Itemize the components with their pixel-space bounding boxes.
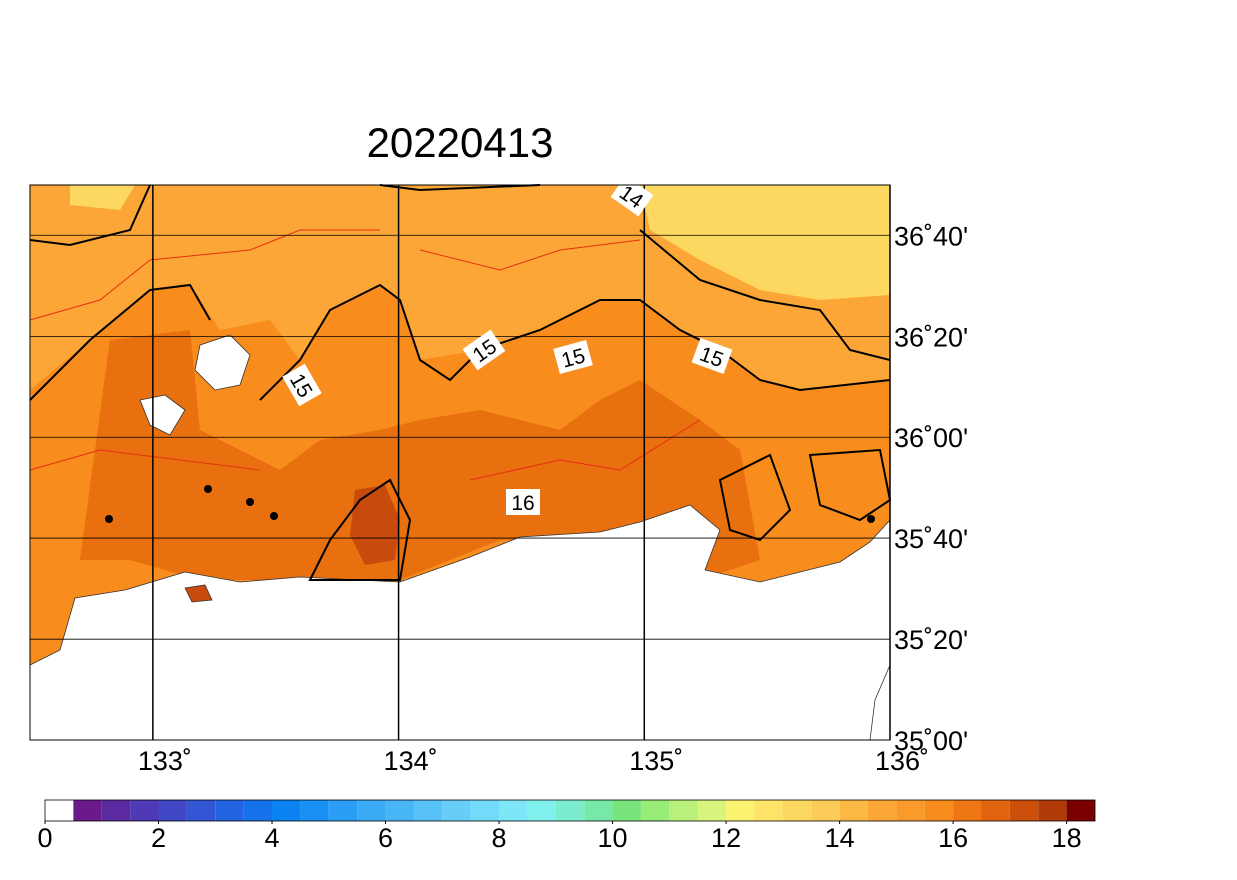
map-title: 20220413 (367, 119, 554, 166)
field-warm (30, 330, 760, 580)
colorbar-box (811, 800, 840, 821)
colorbar-tick-label: 10 (598, 823, 628, 853)
y-tick-label: 36˚20' (894, 322, 968, 352)
field-light (560, 185, 890, 300)
colorbar-box (186, 800, 216, 821)
station (270, 512, 278, 520)
colorbar-box (272, 800, 301, 821)
y-tick-label: 35˚20' (894, 625, 968, 655)
field-light (30, 185, 135, 210)
colorbar-box (158, 800, 187, 821)
colorbar-box (839, 800, 868, 821)
colorbar-box (981, 800, 1010, 821)
colorbar-box (442, 800, 471, 821)
colorbar-box (328, 800, 358, 821)
colorbar-box (130, 800, 159, 821)
contour-label-box (610, 175, 654, 217)
colorbar-tick-label: 12 (711, 823, 741, 853)
colorbar-box (45, 800, 74, 821)
colorbar-tick-label: 16 (938, 823, 968, 853)
station (246, 498, 254, 506)
contour-line (29, 283, 891, 401)
colorbar-box (1009, 800, 1039, 821)
colorbar-box (499, 800, 528, 821)
colorbar-box (754, 800, 783, 821)
colorbar-box (584, 800, 613, 821)
colorbar-box (413, 800, 443, 821)
colorbar-box (612, 800, 641, 821)
colorbar-box (101, 800, 131, 821)
stations (105, 485, 875, 523)
x-tick-label: 134˚ (384, 746, 438, 776)
colorbar-box (867, 800, 897, 821)
colorbar-box (669, 800, 698, 821)
colorbar-box (215, 800, 244, 821)
y-tick-label: 36˚40' (894, 221, 968, 251)
contour-label-box (282, 363, 322, 407)
contour-label-box (506, 489, 540, 515)
colorbar-box (896, 800, 925, 821)
x-tick-label: 133˚ (138, 746, 192, 776)
colorbar-tick-label: 6 (378, 823, 393, 853)
x-tick-label: 136˚ (875, 746, 929, 776)
station (867, 515, 875, 523)
contour-label: 16 (506, 489, 540, 515)
contour-line (308, 448, 892, 581)
colorbar-tick-label: 8 (492, 823, 507, 853)
colorbar-frame (44, 799, 1096, 822)
y-tick-label: 35˚40' (894, 524, 968, 554)
colorbar-box (385, 800, 414, 821)
contour-label-box (553, 340, 593, 374)
colorbar-tick-label: 0 (37, 823, 52, 853)
colorbar-box (243, 800, 273, 821)
sea (29, 504, 891, 741)
x-tick-label: 135˚ (629, 746, 683, 776)
colorbar-box (300, 800, 329, 821)
colorbar-box (73, 800, 102, 821)
colorbar-tick-label: 4 (265, 823, 280, 853)
colorbar-box (555, 800, 585, 821)
contour-line (29, 184, 891, 361)
contour-label: 15 (462, 329, 506, 371)
contour-label-text: 16 (511, 492, 534, 515)
contour-label-box (462, 329, 506, 371)
colorbar-box (726, 800, 755, 821)
colorbar-box (527, 800, 556, 821)
colorbar-box (924, 800, 954, 821)
station (105, 515, 113, 523)
colorbar-box (470, 800, 500, 821)
field-hot (350, 485, 400, 565)
island (184, 584, 213, 603)
contour-label-box (691, 337, 733, 375)
y-tick-label: 36˚00' (894, 423, 968, 453)
colorbar-tick-label: 2 (151, 823, 166, 853)
colorbar-box (1038, 800, 1067, 821)
colorbar-tick-label: 14 (825, 823, 855, 853)
map-fill (29, 184, 892, 741)
colorbar-box (782, 800, 812, 821)
colorbar-box (640, 800, 670, 821)
station (204, 485, 212, 493)
colorbar-box (1066, 800, 1095, 821)
lake (194, 334, 251, 391)
colorbar-box (697, 800, 727, 821)
isoline (29, 229, 701, 481)
colorbar-tick-label: 18 (1052, 823, 1082, 853)
colorbar-box (953, 800, 982, 821)
colorbar-box (357, 800, 386, 821)
lake (139, 394, 186, 436)
y-tick-label: 35˚00' (894, 726, 968, 756)
map-frame (29, 184, 891, 741)
